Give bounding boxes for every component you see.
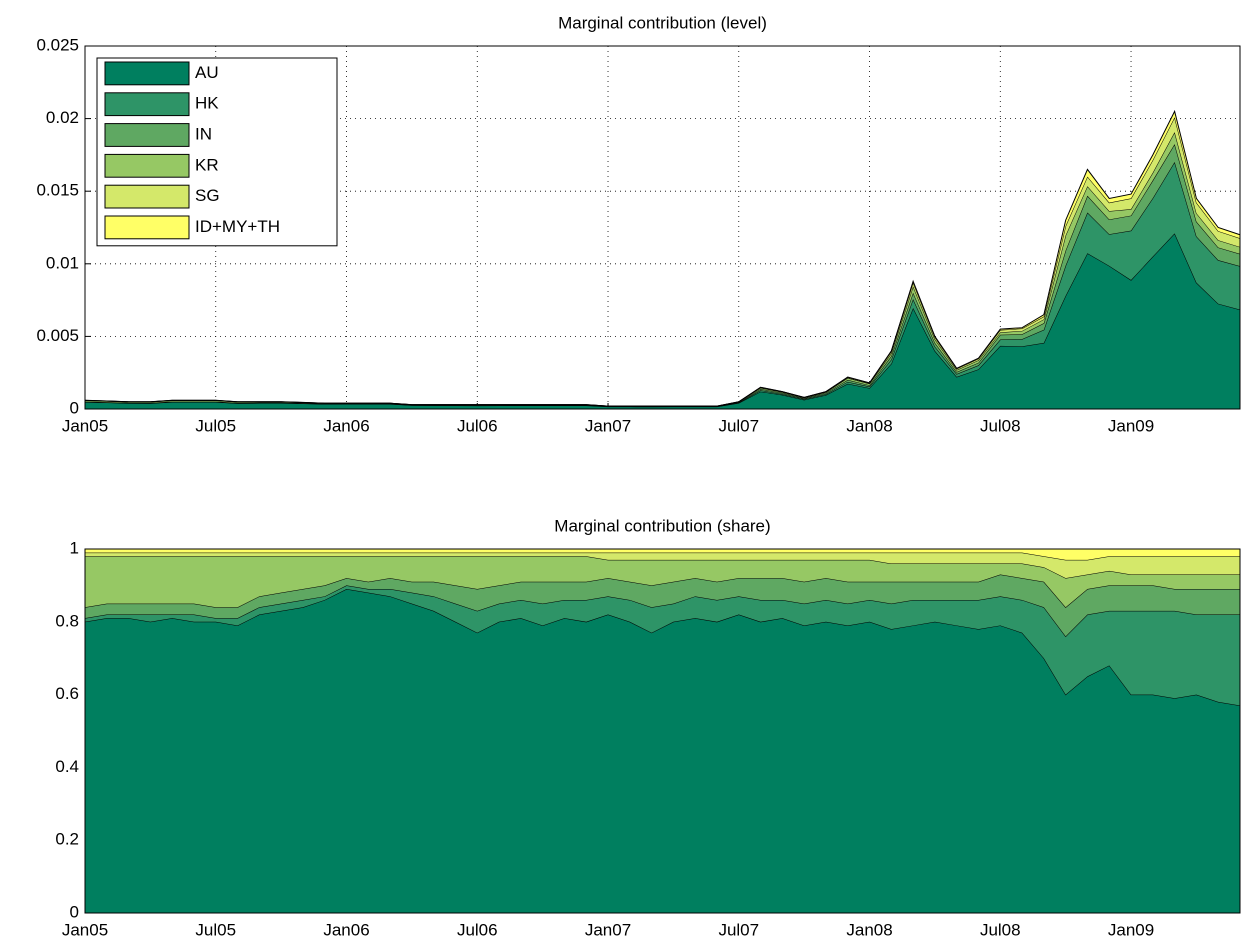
- x-tick-label: Jan07: [585, 920, 631, 939]
- x-tick-label: Jan09: [1108, 416, 1154, 435]
- area: [85, 574, 1240, 637]
- legend-swatch: [104, 61, 190, 86]
- y-tick-label: 0.01: [46, 253, 79, 272]
- x-tick-label: Jul07: [718, 920, 759, 939]
- legend-label: IN: [195, 124, 212, 143]
- y-tick-label: 0.4: [55, 757, 79, 776]
- x-tick-label: Jan05: [62, 920, 108, 939]
- area: [85, 233, 1240, 409]
- legend-label: SG: [195, 186, 220, 205]
- x-tick-label: Jan09: [1108, 920, 1154, 939]
- legend-label: AU: [195, 63, 219, 82]
- y-tick-label: 0.015: [36, 181, 79, 200]
- area: [85, 556, 1240, 608]
- y-tick-label: 0.005: [36, 326, 79, 345]
- y-tick-label: 0.8: [55, 611, 79, 630]
- area: [85, 552, 1240, 579]
- area: [85, 589, 1240, 913]
- plot-frame: [84, 548, 1241, 914]
- x-tick-label: Jul06: [457, 416, 498, 435]
- legend-label: ID+MY+TH: [195, 217, 280, 236]
- legend-swatch: [104, 184, 190, 209]
- x-tick-label: Jan07: [585, 416, 631, 435]
- x-tick-label: Jan08: [846, 416, 892, 435]
- y-tick-label: 0: [70, 398, 79, 417]
- x-tick-label: Jul05: [195, 416, 236, 435]
- area: [85, 585, 1240, 706]
- x-tick-label: Jan05: [62, 416, 108, 435]
- y-tick-label: 0.6: [55, 684, 79, 703]
- y-tick-label: 1: [70, 538, 79, 557]
- legend-label: KR: [195, 155, 219, 174]
- area-edge: [84, 109, 1241, 407]
- y-tick-label: 0.02: [46, 108, 79, 127]
- legend-swatch: [104, 153, 190, 178]
- y-tick-label: 0.2: [55, 830, 79, 849]
- y-tick-label: 0: [70, 902, 79, 921]
- legend-swatch: [104, 123, 190, 147]
- x-tick-label: Jul08: [980, 416, 1021, 435]
- legend-label: HK: [195, 94, 219, 113]
- x-tick-label: Jan06: [323, 920, 369, 939]
- chart-title: Marginal contribution (share): [554, 516, 770, 535]
- legend-swatch: [104, 92, 190, 117]
- x-tick-label: Jul08: [980, 920, 1021, 939]
- legend-box: [96, 57, 338, 247]
- x-tick-label: Jul05: [195, 920, 236, 939]
- x-tick-label: Jan06: [323, 416, 369, 435]
- area: [85, 549, 1240, 560]
- x-tick-label: Jul07: [718, 416, 759, 435]
- plot-frame: [84, 45, 1241, 410]
- y-tick-label: 0.025: [36, 35, 79, 54]
- legend-swatch: [104, 215, 190, 240]
- chart-title: Marginal contribution (level): [558, 13, 767, 32]
- x-tick-label: Jul06: [457, 920, 498, 939]
- x-tick-label: Jan08: [846, 920, 892, 939]
